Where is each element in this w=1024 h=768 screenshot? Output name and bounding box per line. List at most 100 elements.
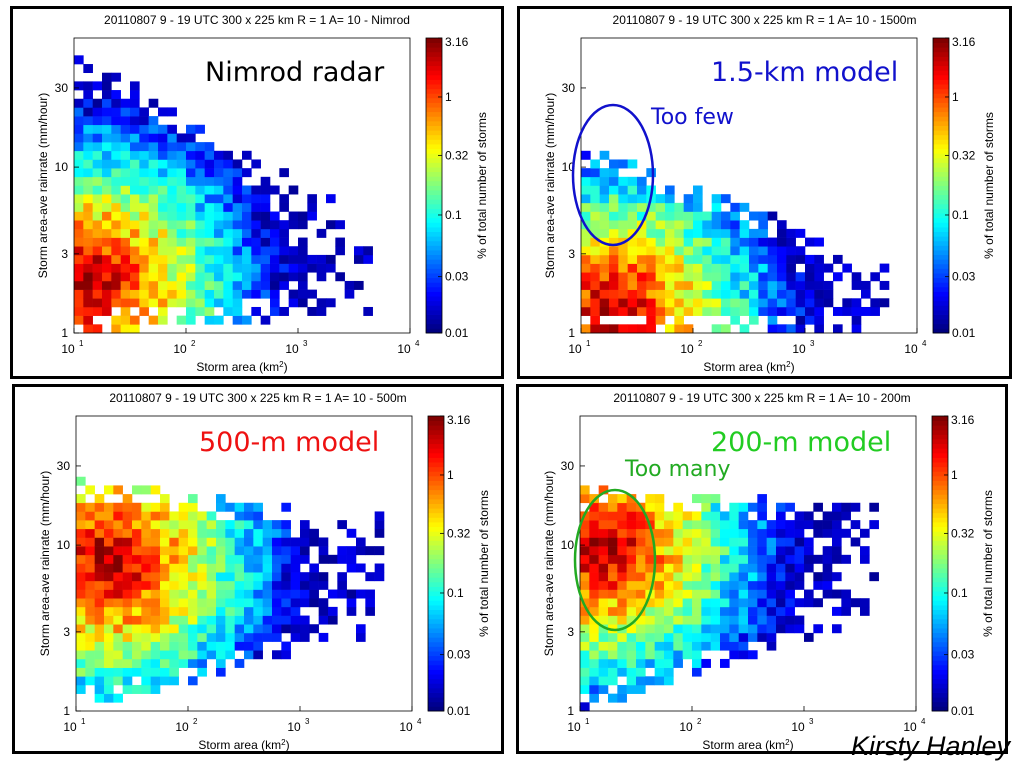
heatmap-cell (141, 658, 151, 668)
heatmap-cell (186, 211, 196, 221)
colorbar-swatch (426, 61, 442, 67)
heatmap-cell (141, 676, 151, 686)
heatmap-cell (617, 684, 627, 694)
colorbar-swatch (428, 623, 444, 629)
colorbar-swatch (426, 226, 442, 232)
heatmap-cell (169, 537, 179, 547)
heatmap-cell (272, 563, 282, 573)
heatmap-cell (272, 528, 282, 538)
colorbar-swatch (933, 319, 949, 325)
heatmap-cell (253, 650, 263, 660)
heatmap-cell (85, 650, 95, 660)
heatmap-cell (590, 246, 600, 256)
heatmap-cell (590, 211, 600, 221)
heatmap-cell (74, 168, 84, 178)
heatmap-cell (673, 537, 683, 547)
heatmap-cell (300, 624, 310, 634)
heatmap-cell (581, 202, 591, 212)
heatmap-cell (860, 598, 870, 608)
heatmap-cell (777, 246, 787, 256)
heatmap-cell (74, 176, 84, 186)
heatmap-cell (766, 572, 777, 582)
heatmap-cell (795, 306, 806, 316)
heatmap-cell (242, 272, 252, 282)
heatmap-cell (92, 124, 103, 134)
heatmap-cell (242, 254, 252, 264)
heatmap-cell (167, 168, 177, 178)
heatmap-cell (74, 116, 84, 126)
heatmap-cell (178, 606, 189, 616)
heatmap-cell (814, 298, 824, 308)
heatmap-cell (580, 572, 590, 582)
colorbar-swatch (426, 111, 442, 117)
heatmap-cell (195, 272, 205, 282)
heatmap-cell (766, 580, 777, 590)
heatmap-cell (785, 520, 795, 530)
heatmap-cell (805, 272, 815, 282)
heatmap-cell (102, 116, 112, 126)
heatmap-cell (785, 554, 795, 564)
heatmap-cell (244, 537, 254, 547)
heatmap-cell (290, 554, 301, 564)
heatmap-cell (627, 237, 638, 247)
colorbar-swatch (426, 309, 442, 315)
heatmap-cell (655, 237, 666, 247)
x-tick-exponent: 3 (809, 717, 814, 726)
heatmap-cell (160, 494, 170, 504)
heatmap-cell (682, 563, 693, 573)
colorbar-swatch (933, 42, 949, 48)
heatmap-cell (160, 572, 170, 582)
heatmap-cell (730, 254, 740, 264)
heatmap-cell (813, 502, 823, 512)
colorbar-swatch (932, 535, 948, 541)
colorbar-swatch (426, 208, 442, 214)
heatmap-cell (590, 185, 600, 195)
heatmap-cell (674, 280, 684, 290)
heatmap-cell (92, 133, 103, 143)
heatmap-cell (176, 228, 187, 238)
heatmap-cell (637, 306, 647, 316)
heatmap-cell (272, 615, 282, 625)
colorbar-swatch (932, 581, 948, 587)
heatmap-cell (673, 606, 683, 616)
heatmap-cell (113, 485, 123, 495)
heatmap-cell (120, 272, 131, 282)
heatmap-cell (160, 511, 170, 521)
heatmap-cell (785, 546, 795, 556)
heatmap-cell (580, 520, 590, 530)
heatmap-cell (766, 632, 777, 642)
heatmap-cell (260, 280, 271, 290)
heatmap-cell (637, 228, 647, 238)
x-tick-exponent: 1 (79, 339, 84, 348)
heatmap-cell (627, 228, 638, 238)
heatmap-cell (758, 228, 768, 238)
heatmap-cell (637, 298, 647, 308)
heatmap-cell (739, 202, 750, 212)
heatmap-cell (139, 176, 149, 186)
heatmap-cell (665, 237, 675, 247)
heatmap-cell (374, 528, 385, 538)
heatmap-cell (251, 202, 261, 212)
heatmap-cells (580, 485, 879, 712)
heatmap-cell (665, 272, 675, 282)
heatmap-cell (206, 598, 217, 608)
heatmap-cell (281, 650, 291, 660)
heatmap-cell (130, 324, 140, 334)
colorbar-swatch (428, 577, 444, 583)
colorbar-swatch (932, 498, 948, 504)
heatmap-cell (590, 220, 600, 230)
heatmap-cell (879, 280, 890, 290)
heatmap-cell (804, 554, 814, 564)
heatmap-cell (580, 563, 590, 573)
heatmap-cell (786, 272, 796, 282)
heatmap-cell (609, 185, 619, 195)
heatmap-cell (729, 546, 739, 556)
heatmap-cell (626, 546, 637, 556)
heatmap-cell (580, 615, 590, 625)
heatmap-cell (120, 194, 131, 204)
colorbar-swatch (426, 213, 442, 219)
heatmap-cell (102, 81, 112, 91)
colorbar-swatch (932, 651, 948, 657)
heatmap-cell (148, 298, 159, 308)
heatmap-cell (758, 298, 768, 308)
